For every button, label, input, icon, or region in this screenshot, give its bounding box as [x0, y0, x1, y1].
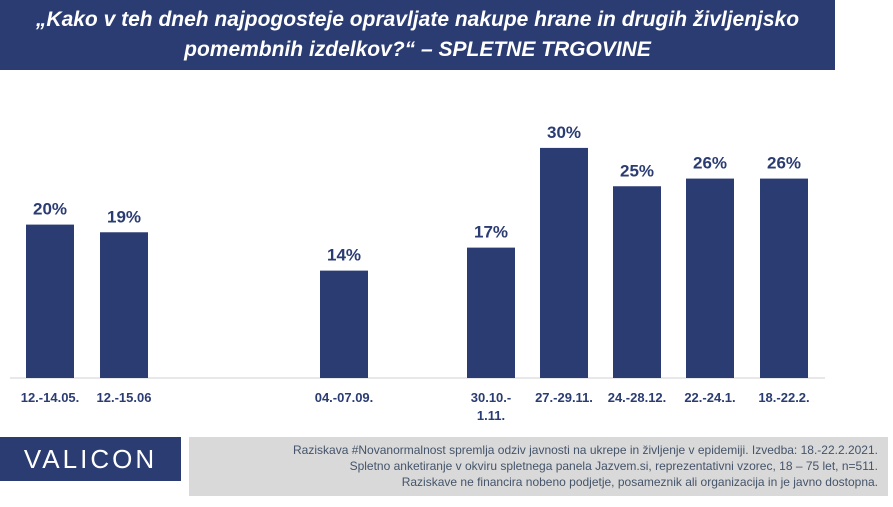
title-bar: „Kako v teh dneh najpogosteje opravljate… — [0, 0, 835, 70]
category-label-2: 04.-07.09. — [315, 390, 374, 405]
chart-title: „Kako v teh dneh najpogosteje opravljate… — [8, 5, 828, 65]
bar-7 — [760, 178, 808, 378]
category-label-0: 12.-14.05. — [21, 390, 80, 405]
value-label-6: 26% — [693, 154, 727, 173]
value-label-5: 25% — [620, 161, 654, 180]
bar-5 — [613, 186, 661, 378]
category-label-5: 24.-28.12. — [608, 390, 667, 405]
footnote-line-1: Raziskava #Novanormalnost spremlja odziv… — [293, 443, 878, 457]
category-label-7: 18.-22.2. — [758, 390, 809, 405]
title-line-2: pomembnih izdelkov?“ – SPLETNE TRGOVINE — [184, 38, 651, 61]
category-label-3-line-1: 1.11. — [477, 408, 505, 423]
value-label-3: 17% — [474, 223, 508, 242]
bar-4 — [540, 147, 588, 378]
valicon-logo: VALICON — [0, 437, 181, 481]
category-label-3-line-0: 30.10.- — [471, 390, 511, 405]
category-label-4: 27.-29.11. — [535, 390, 593, 405]
category-label-6: 22.-24.1. — [684, 390, 735, 405]
value-label-2: 14% — [327, 246, 361, 265]
footnote-box: Raziskava #Novanormalnost spremlja odziv… — [189, 437, 888, 496]
footnote-line-3: Raziskave ne financira nobeno podjetje, … — [401, 475, 878, 489]
bar-6 — [686, 178, 734, 378]
bar-1 — [100, 232, 148, 378]
logo-text: VALICON — [23, 443, 158, 474]
value-label-1: 19% — [107, 207, 141, 226]
value-label-4: 30% — [547, 123, 581, 142]
footnote-line-2: Spletno anketiranje v okviru spletnega p… — [349, 459, 878, 473]
bar-2 — [320, 270, 368, 378]
bar-0 — [26, 224, 74, 378]
value-label-0: 20% — [33, 200, 67, 219]
value-label-7: 26% — [767, 154, 801, 173]
title-line-1: „Kako v teh dneh najpogosteje opravljate… — [35, 8, 800, 31]
category-label-1: 12.-15.06 — [97, 390, 152, 405]
bar-3 — [467, 247, 515, 378]
bar-chart: 20% 12.-14.05. 19% 12.-15.06 14% 04.-07.09. 17… — [10, 123, 825, 423]
